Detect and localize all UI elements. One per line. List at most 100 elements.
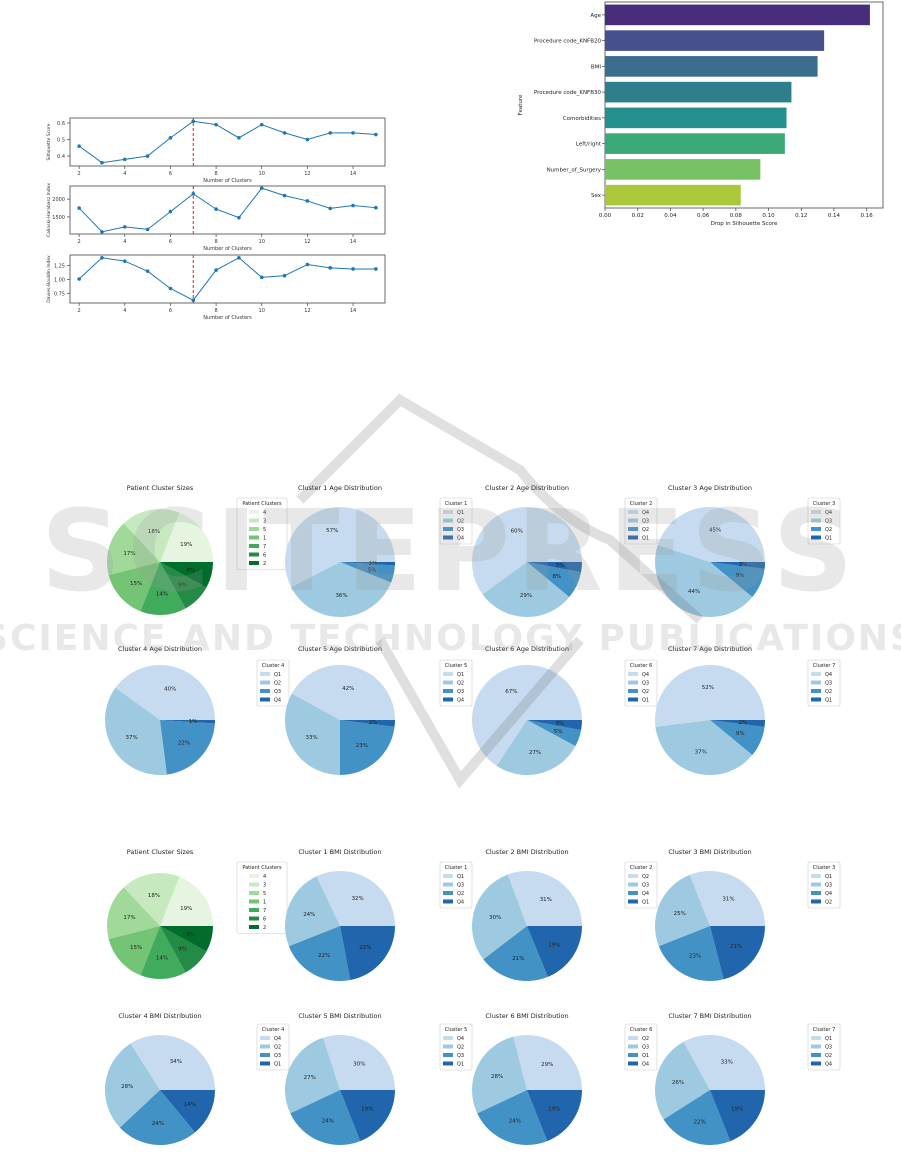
- slice-label: 33%: [305, 735, 317, 741]
- pie-slice: [340, 720, 395, 727]
- legend-label: Q2: [825, 527, 832, 533]
- legend-label: Q2: [274, 1045, 281, 1051]
- pie-slice: [290, 1090, 361, 1145]
- y-axis-label: Davies-Bouldin Index: [46, 255, 52, 303]
- slice-label: 9%: [736, 731, 745, 737]
- legend-swatch: [249, 510, 259, 514]
- pie-legend: Cluster 7 Q4 Q3 Q2 Q1: [807, 659, 841, 707]
- slice-label: 29%: [541, 1062, 553, 1068]
- legend-swatch: [811, 527, 821, 531]
- pie-slice: [316, 871, 395, 926]
- legend-label: Q3: [825, 883, 832, 889]
- pie-slice: [288, 926, 351, 982]
- data-point: [214, 268, 218, 272]
- pie-slice: [340, 562, 395, 566]
- bar-age: [605, 4, 870, 26]
- legend-swatch: [811, 1061, 821, 1066]
- slice-label: 22%: [694, 1119, 706, 1125]
- slice-label: 14%: [184, 1102, 196, 1108]
- metric-panel-2: 0.75 1.00 1.25 2 4 6 8 10 12 14 Number of Clusters…: [46, 254, 386, 321]
- data-point: [145, 227, 150, 232]
- legend-frame: [236, 861, 288, 934]
- bar-procedure-code-knfb20: [605, 30, 825, 51]
- slice-label: 2%: [739, 562, 748, 568]
- slice-label: 14%: [156, 956, 168, 962]
- slice-label: 8%: [186, 568, 195, 574]
- legend-swatch: [811, 672, 821, 676]
- pie-slice: [140, 562, 186, 615]
- pie-legend: Cluster 4 Q4 Q2 Q3 Q1: [256, 1023, 290, 1071]
- pie-slice: [471, 506, 582, 595]
- legend-swatch: [443, 899, 453, 904]
- slice-label: 2%: [369, 720, 378, 726]
- legend-swatch: [811, 1044, 821, 1049]
- pie-slice: [710, 926, 765, 980]
- legend-label: Q4: [457, 698, 464, 704]
- pie-slice: [527, 926, 582, 977]
- legend-swatch: [443, 689, 453, 693]
- legend-label: Q3: [642, 681, 649, 687]
- data-point: [168, 286, 173, 291]
- pie-slice: [323, 1035, 395, 1090]
- legend-label: Q2: [457, 681, 464, 687]
- slice-label: 9%: [178, 582, 187, 588]
- legend-swatch: [249, 874, 259, 878]
- category-label: Number_of_Surgery: [547, 167, 602, 173]
- pie-slice: [496, 720, 576, 775]
- legend-label: Q2: [274, 681, 281, 687]
- pie-legend: Cluster 5 Q4 Q2 Q3 Q1: [439, 1023, 473, 1071]
- pie-slice: [710, 720, 765, 727]
- legend-label: Q3: [274, 1053, 281, 1059]
- slice-label: 22%: [359, 945, 371, 951]
- pie-slice: [107, 523, 160, 576]
- legend-title: Cluster 5: [445, 663, 468, 669]
- legend-label: 1: [263, 536, 266, 542]
- data-point: [374, 205, 378, 210]
- pie-slice: [284, 506, 395, 588]
- plot-frame: [69, 117, 386, 167]
- pie-slice: [477, 1090, 548, 1145]
- legend-frame: [624, 861, 658, 909]
- pie-slice: [710, 1090, 765, 1142]
- legend-frame: [439, 497, 473, 545]
- legend-swatch: [628, 672, 638, 676]
- legend-label: Q4: [457, 1036, 464, 1042]
- pie-slice: [160, 876, 213, 926]
- legend-label: 5: [263, 891, 266, 897]
- x-tick-label: 6: [169, 239, 172, 245]
- slice-label: 24%: [322, 1119, 334, 1125]
- data-point: [77, 206, 81, 210]
- legend-label: Q2: [825, 1053, 832, 1059]
- cluster-metrics-chart: 0.4 0.5 0.6 2 4 6 8 10 12 14 Number of Clusters Sil…: [46, 117, 386, 321]
- slice-label: 31%: [540, 897, 552, 903]
- legend-frame: [439, 861, 473, 909]
- pie-slice: [710, 720, 765, 756]
- slice-label: 22%: [178, 741, 190, 747]
- slice-label: 19%: [180, 542, 192, 548]
- legend-label: Q3: [825, 519, 832, 525]
- legend-label: Q2: [642, 874, 649, 880]
- legend-swatch: [628, 535, 638, 540]
- pie-age-c3: Cluster 3 Age Distribution 45% 44% 9% 2% Clus…: [655, 484, 841, 617]
- legend-title: Cluster 6: [630, 1027, 653, 1033]
- x-tick-label: 0.08: [730, 213, 743, 219]
- pie-slice: [123, 509, 180, 562]
- slice-label: 19%: [548, 1107, 560, 1113]
- data-point: [77, 277, 81, 281]
- pie-slice: [483, 926, 548, 981]
- legend-label: 1: [263, 900, 266, 906]
- legend-label: Q3: [457, 883, 464, 889]
- pie-slice: [655, 720, 753, 776]
- data-point: [168, 209, 173, 214]
- legend-title: Cluster 1: [445, 865, 468, 871]
- y-tick-label: 0.4: [57, 154, 65, 160]
- legend-swatch: [628, 527, 638, 531]
- data-point: [191, 298, 196, 303]
- data-point: [351, 203, 355, 208]
- legend-swatch: [443, 1044, 453, 1049]
- pie-slice: [513, 1035, 582, 1090]
- slice-label: 5%: [368, 567, 377, 573]
- pie-legend: Patient Clusters 4 3 5 1 7 6 2: [236, 497, 288, 570]
- x-tick-label: 12: [304, 308, 310, 314]
- legend-frame: [236, 497, 288, 570]
